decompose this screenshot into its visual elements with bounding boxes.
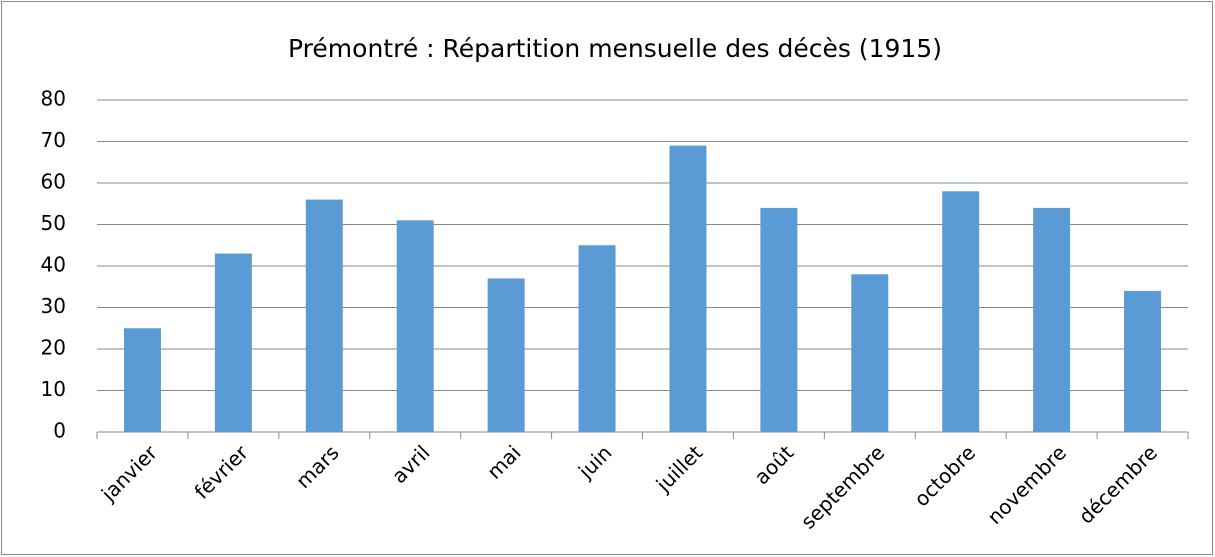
y-tick-label: 70	[41, 128, 66, 152]
bar	[942, 191, 980, 432]
bar	[669, 145, 707, 432]
bar	[760, 207, 798, 432]
bar	[1124, 290, 1162, 432]
bar	[214, 253, 252, 432]
y-tick-label: 20	[41, 336, 66, 360]
y-tick-label: 60	[41, 170, 66, 194]
y-tick-label: 40	[41, 253, 66, 277]
y-tick-label: 80	[41, 87, 66, 111]
y-tick-label: 50	[41, 211, 66, 235]
y-tick-label: 30	[41, 294, 66, 318]
bar	[1033, 207, 1071, 432]
bar	[123, 328, 161, 432]
bar	[396, 220, 434, 432]
bar	[487, 278, 525, 432]
bar	[851, 274, 889, 432]
bar	[578, 245, 616, 432]
bar	[305, 199, 343, 432]
y-tick-label: 0	[53, 419, 66, 443]
y-tick-label: 10	[41, 377, 66, 401]
chart-title: Prémontré : Répartition mensuelle des dé…	[288, 34, 942, 63]
